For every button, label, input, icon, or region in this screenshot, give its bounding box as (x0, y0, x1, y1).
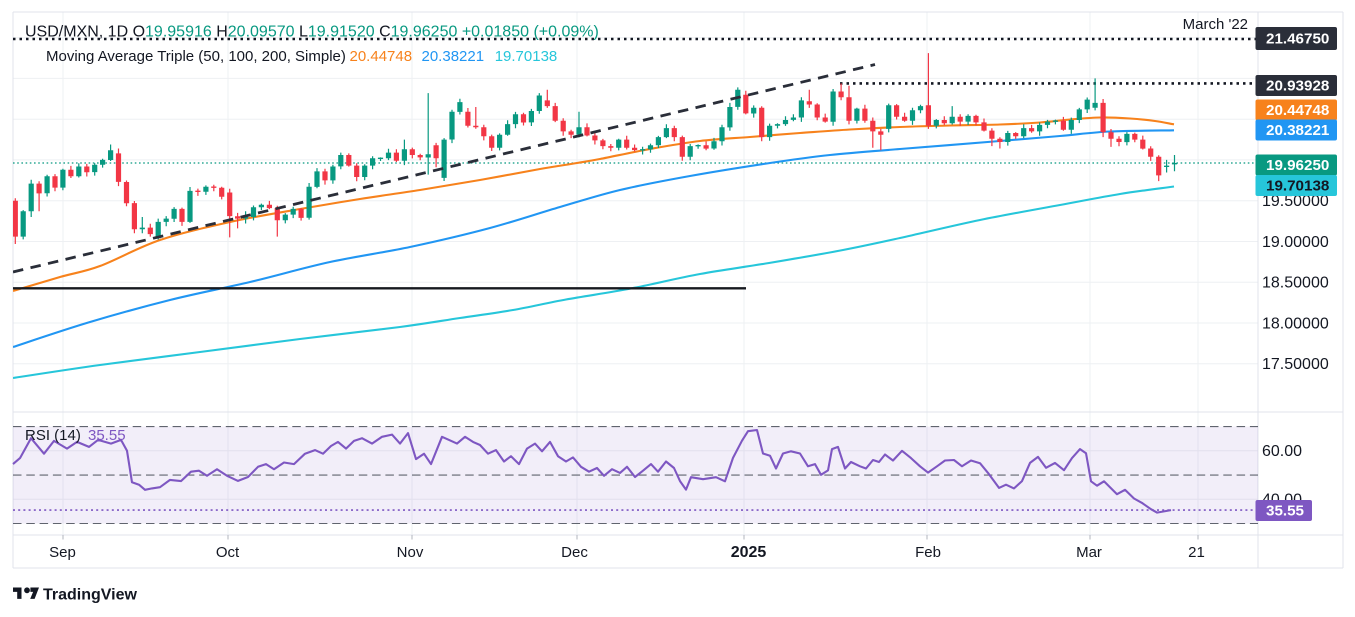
svg-text:TradingView: TradingView (43, 586, 138, 603)
svg-text:Mar: Mar (1076, 544, 1102, 561)
svg-text:17.50000: 17.50000 (1262, 356, 1329, 373)
svg-text:21: 21 (1188, 544, 1205, 561)
svg-text:Sep: Sep (49, 544, 76, 561)
svg-text:RSI (14) 35.55: RSI (14) 35.55 (25, 427, 126, 444)
svg-text:March '22: March '22 (1183, 16, 1248, 33)
svg-text:35.55: 35.55 (1266, 503, 1305, 520)
svg-text:Moving Average Triple (50, 100: Moving Average Triple (50, 100, 200, Sim… (46, 48, 557, 65)
svg-text:Feb: Feb (915, 544, 941, 561)
svg-text:Nov: Nov (397, 544, 424, 561)
svg-text:21.46750: 21.46750 (1266, 31, 1329, 48)
svg-text:18.00000: 18.00000 (1262, 315, 1329, 332)
svg-text:19.50000: 19.50000 (1262, 193, 1329, 210)
svg-text:2025: 2025 (731, 544, 767, 561)
svg-text:20.93928: 20.93928 (1266, 78, 1329, 95)
svg-text:18.50000: 18.50000 (1262, 275, 1329, 292)
svg-text:60.00: 60.00 (1262, 443, 1302, 460)
svg-text:Dec: Dec (561, 544, 588, 561)
svg-text:19.00000: 19.00000 (1262, 234, 1329, 251)
svg-text:19.70138: 19.70138 (1266, 178, 1329, 195)
svg-text:20.38221: 20.38221 (1266, 122, 1330, 139)
svg-text:USD/MXN, 1D O19.95916 H20.0957: USD/MXN, 1D O19.95916 H20.09570 L19.9152… (25, 23, 599, 40)
svg-text:19.96250: 19.96250 (1266, 157, 1329, 174)
svg-text:20.44748: 20.44748 (1266, 102, 1329, 119)
svg-text:Oct: Oct (216, 544, 240, 561)
